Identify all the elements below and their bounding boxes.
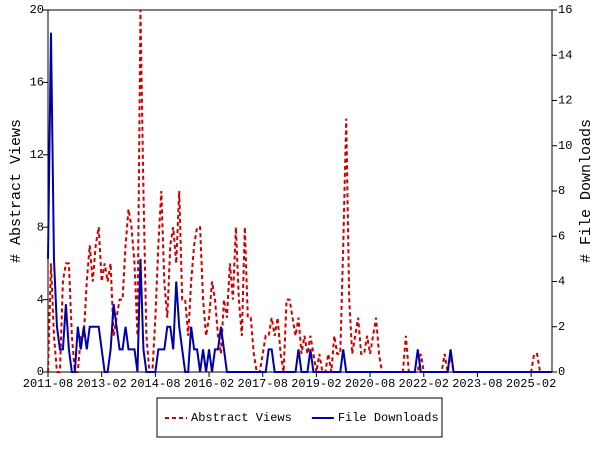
y2-tick-label: 8 bbox=[558, 184, 565, 198]
y-tick-label: 4 bbox=[37, 293, 44, 307]
x-tick-label: 2013-02 bbox=[76, 377, 126, 391]
legend-label: File Downloads bbox=[338, 411, 439, 425]
x-tick-label: 2019-02 bbox=[291, 377, 341, 391]
y2-tick-label: 12 bbox=[558, 94, 572, 108]
x-tick-label: 2025-02 bbox=[506, 377, 556, 391]
y2-tick-label: 14 bbox=[558, 48, 572, 62]
x-tick-label: 2017-08 bbox=[238, 377, 288, 391]
y-tick-label: 12 bbox=[30, 148, 44, 162]
y2-axis-label: # File Downloads bbox=[578, 119, 595, 263]
legend-box bbox=[156, 397, 443, 438]
x-tick-label: 2014-08 bbox=[130, 377, 180, 391]
plot-frame bbox=[47, 9, 553, 373]
x-tick-label: 2022-02 bbox=[399, 377, 449, 391]
x-tick-label: 2011-08 bbox=[23, 377, 73, 391]
y2-tick-label: 4 bbox=[558, 275, 565, 289]
y-tick-label: 20 bbox=[30, 3, 44, 17]
y-tick-label: 8 bbox=[37, 220, 44, 234]
y2-tick-label: 2 bbox=[558, 320, 565, 334]
x-tick-label: 2023-08 bbox=[452, 377, 502, 391]
y2-tick-label: 6 bbox=[558, 229, 565, 243]
y2-tick-label: 0 bbox=[558, 365, 565, 379]
series-line bbox=[47, 9, 552, 373]
y2-tick-label: 16 bbox=[558, 3, 572, 17]
series-line bbox=[47, 32, 552, 373]
y-tick-label: 16 bbox=[30, 76, 44, 90]
y2-tick-label: 10 bbox=[558, 139, 572, 153]
x-tick-label: 2020-08 bbox=[345, 377, 395, 391]
y-tick-label: 0 bbox=[37, 365, 44, 379]
x-tick-label: 2016-02 bbox=[184, 377, 234, 391]
y-axis-label: # Abstract Views bbox=[8, 119, 25, 263]
legend-label: Abstract Views bbox=[191, 411, 292, 425]
